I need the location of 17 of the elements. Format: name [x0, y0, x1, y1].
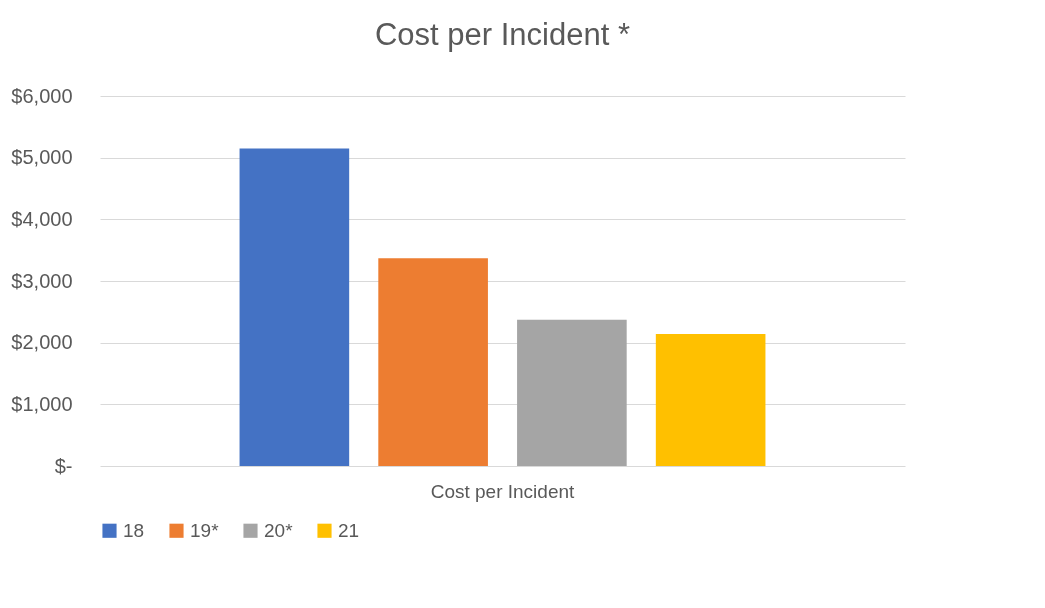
bar	[378, 258, 488, 466]
x-tick-label: Cost per Incident	[430, 480, 576, 502]
y-tick-label: $3,000	[11, 269, 73, 292]
bar	[655, 334, 766, 466]
chart-title: Cost per Incident *	[374, 17, 631, 52]
y-tick-label: $1,000	[11, 392, 73, 415]
y-tick-label: $6,000	[11, 84, 73, 107]
legend-label: 19*	[190, 519, 220, 541]
y-tick-label: $5,000	[11, 146, 73, 169]
bar	[517, 319, 627, 466]
y-tick-label: $4,000	[11, 207, 73, 230]
legend-label: 18	[123, 519, 145, 541]
bar	[239, 148, 350, 466]
y-tick-label: $-	[54, 454, 73, 477]
y-tick-label: $2,000	[11, 331, 73, 354]
legend-label: 20*	[264, 519, 294, 541]
legend-label: 21	[338, 519, 360, 541]
